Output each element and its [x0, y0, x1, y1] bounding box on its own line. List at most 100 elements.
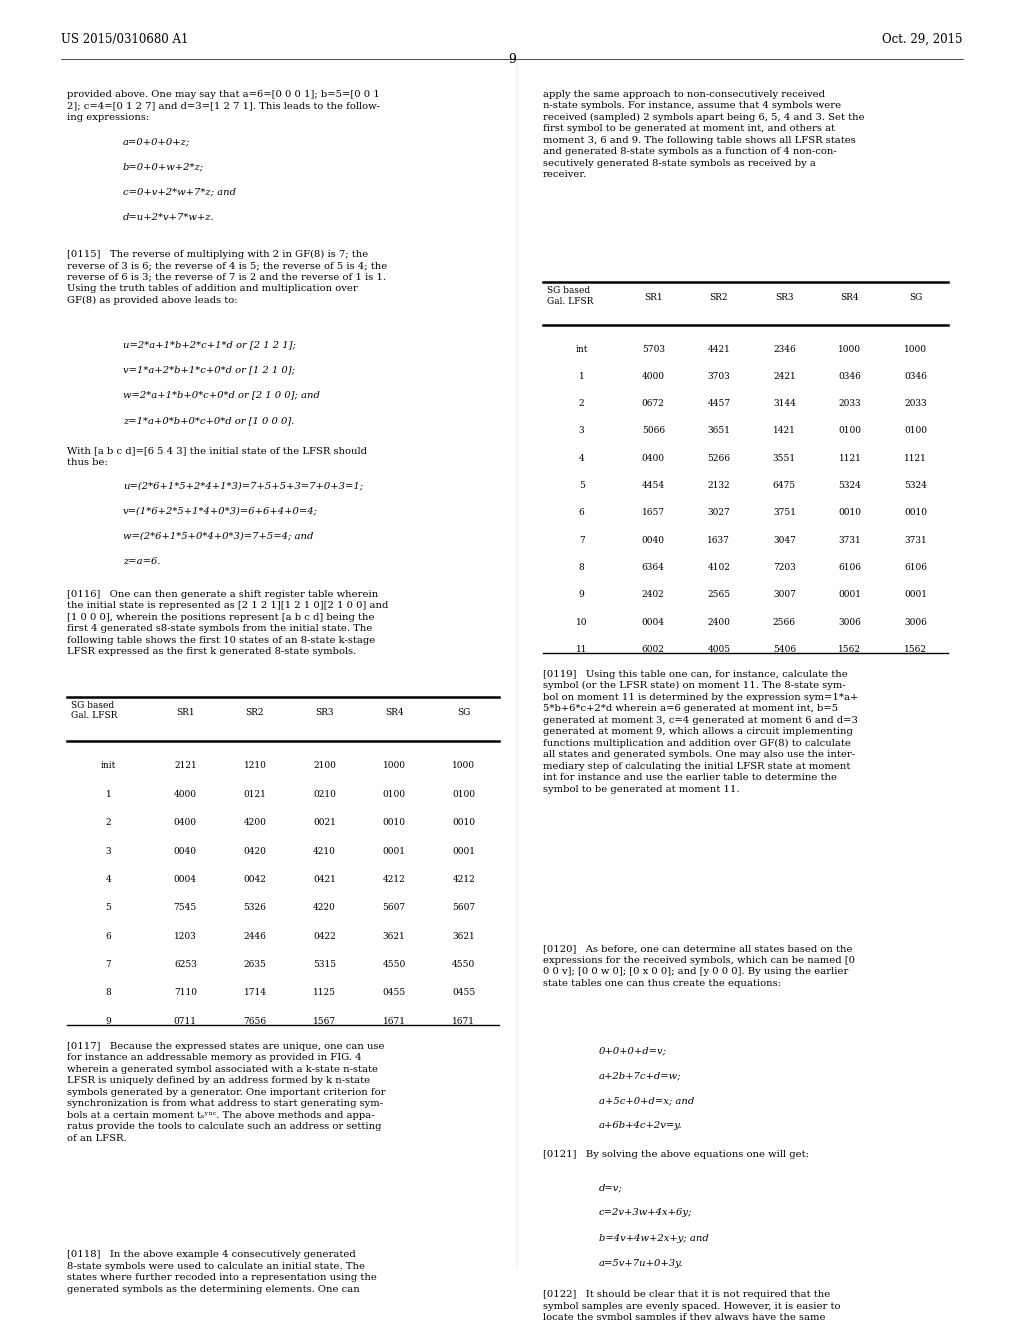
Text: 5406: 5406: [773, 645, 796, 655]
Text: 0010: 0010: [383, 818, 406, 828]
Text: [0117]   Because the expressed states are unique, one can use
for instance an ad: [0117] Because the expressed states are …: [67, 1041, 385, 1143]
Text: a=5v+7u+0+3y.: a=5v+7u+0+3y.: [599, 1258, 684, 1267]
Text: 1000: 1000: [839, 345, 861, 354]
Text: 4550: 4550: [453, 960, 475, 969]
Text: 3047: 3047: [773, 536, 796, 545]
Text: US 2015/0310680 A1: US 2015/0310680 A1: [61, 33, 188, 46]
Text: 4: 4: [105, 875, 112, 884]
Text: int: int: [575, 345, 588, 354]
Text: 6106: 6106: [904, 564, 927, 572]
Text: 0346: 0346: [839, 372, 861, 381]
Text: 3703: 3703: [708, 372, 730, 381]
Text: 2566: 2566: [773, 618, 796, 627]
Text: 0421: 0421: [313, 875, 336, 884]
Text: 4200: 4200: [244, 818, 266, 828]
Text: 0210: 0210: [313, 789, 336, 799]
Text: 4550: 4550: [383, 960, 406, 969]
Text: 3006: 3006: [839, 618, 861, 627]
Text: 4210: 4210: [313, 846, 336, 855]
Text: 7: 7: [105, 960, 112, 969]
Text: 5: 5: [105, 903, 112, 912]
Text: u=2*a+1*b+2*c+1*d or [2 1 2 1];: u=2*a+1*b+2*c+1*d or [2 1 2 1];: [123, 341, 296, 350]
Text: 2635: 2635: [244, 960, 266, 969]
Text: 0040: 0040: [642, 536, 665, 545]
Text: 0004: 0004: [174, 875, 197, 884]
Text: 2400: 2400: [708, 618, 730, 627]
Text: 9: 9: [579, 590, 585, 599]
Text: 0+0+0+d=v;: 0+0+0+d=v;: [599, 1045, 667, 1055]
Text: d=v;: d=v;: [599, 1183, 623, 1192]
Text: 0001: 0001: [904, 590, 927, 599]
Text: 7203: 7203: [773, 564, 796, 572]
Text: 9: 9: [508, 53, 516, 66]
Text: 1: 1: [105, 789, 112, 799]
Text: 5266: 5266: [708, 454, 730, 463]
Text: 0422: 0422: [313, 932, 336, 941]
Text: SG: SG: [457, 708, 471, 717]
Text: 11: 11: [575, 645, 588, 655]
Text: 2121: 2121: [174, 762, 197, 771]
Text: 1671: 1671: [383, 1016, 406, 1026]
Text: 4: 4: [579, 454, 585, 463]
Text: 1637: 1637: [708, 536, 730, 545]
Text: 2: 2: [105, 818, 112, 828]
Text: 4000: 4000: [642, 372, 665, 381]
Text: 6002: 6002: [642, 645, 665, 655]
Text: b=4v+4w+2x+y; and: b=4v+4w+2x+y; and: [599, 1233, 709, 1242]
Text: 2132: 2132: [708, 480, 730, 490]
Text: 0455: 0455: [453, 989, 475, 998]
Text: d=u+2*v+7*w+z.: d=u+2*v+7*w+z.: [123, 213, 214, 222]
Text: 6475: 6475: [773, 480, 796, 490]
Text: 0004: 0004: [642, 618, 665, 627]
Text: 1421: 1421: [773, 426, 796, 436]
Text: 0100: 0100: [904, 426, 927, 436]
Text: 3: 3: [105, 846, 112, 855]
Text: 1000: 1000: [383, 762, 406, 771]
Text: 2: 2: [579, 399, 585, 408]
Text: 0711: 0711: [174, 1016, 197, 1026]
Text: 7656: 7656: [244, 1016, 266, 1026]
Text: [0115]   The reverse of multiplying with 2 in GF(8) is 7; the
reverse of 3 is 6;: [0115] The reverse of multiplying with 2…: [67, 249, 387, 305]
Text: 8: 8: [579, 564, 585, 572]
Text: 1210: 1210: [244, 762, 266, 771]
Text: 1671: 1671: [453, 1016, 475, 1026]
Text: 2033: 2033: [904, 399, 927, 408]
Text: 4421: 4421: [708, 345, 730, 354]
Text: 9: 9: [105, 1016, 112, 1026]
Text: SG based
Gal. LFSR: SG based Gal. LFSR: [547, 286, 593, 306]
Text: 1121: 1121: [839, 454, 861, 463]
Text: 0455: 0455: [383, 989, 406, 998]
Text: v=(1*6+2*5+1*4+0*3)=6+6+4+0=4;: v=(1*6+2*5+1*4+0*3)=6+6+4+0=4;: [123, 507, 317, 516]
Text: 5607: 5607: [383, 903, 406, 912]
Text: [0121]   By solving the above equations one will get:: [0121] By solving the above equations on…: [543, 1150, 809, 1159]
Text: 5324: 5324: [839, 480, 861, 490]
Text: 1203: 1203: [174, 932, 197, 941]
Text: w=2*a+1*b+0*c+0*d or [2 1 0 0]; and: w=2*a+1*b+0*c+0*d or [2 1 0 0]; and: [123, 391, 319, 400]
Text: 3007: 3007: [773, 590, 796, 599]
Text: 2402: 2402: [642, 590, 665, 599]
Text: 1714: 1714: [244, 989, 266, 998]
Text: SG based
Gal. LFSR: SG based Gal. LFSR: [71, 701, 117, 721]
Text: 0121: 0121: [244, 789, 266, 799]
Text: u=(2*6+1*5+2*4+1*3)=7+5+5+3=7+0+3=1;: u=(2*6+1*5+2*4+1*3)=7+5+5+3=7+0+3=1;: [123, 482, 362, 491]
Text: SR3: SR3: [775, 293, 794, 302]
Text: 1567: 1567: [313, 1016, 336, 1026]
Text: SR2: SR2: [710, 293, 728, 302]
Text: 3731: 3731: [904, 536, 927, 545]
Text: 4005: 4005: [708, 645, 730, 655]
Text: SR4: SR4: [385, 708, 403, 717]
Text: 4220: 4220: [313, 903, 336, 912]
Text: 5607: 5607: [453, 903, 475, 912]
Text: c=0+v+2*w+7*z; and: c=0+v+2*w+7*z; and: [123, 187, 236, 197]
Text: 4212: 4212: [453, 875, 475, 884]
Text: 1562: 1562: [839, 645, 861, 655]
Text: 6: 6: [579, 508, 585, 517]
Text: 0100: 0100: [383, 789, 406, 799]
Text: SR2: SR2: [246, 708, 264, 717]
Text: a+6b+4c+2v=y.: a+6b+4c+2v=y.: [599, 1121, 683, 1130]
Text: 8: 8: [105, 989, 112, 998]
Text: 5703: 5703: [642, 345, 665, 354]
Text: 5324: 5324: [904, 480, 927, 490]
Text: 4000: 4000: [174, 789, 197, 799]
Text: provided above. One may say that a=6=[0 0 0 1]; b=5=[0 0 1
2]; c=4=[0 1 2 7] and: provided above. One may say that a=6=[0 …: [67, 90, 380, 121]
